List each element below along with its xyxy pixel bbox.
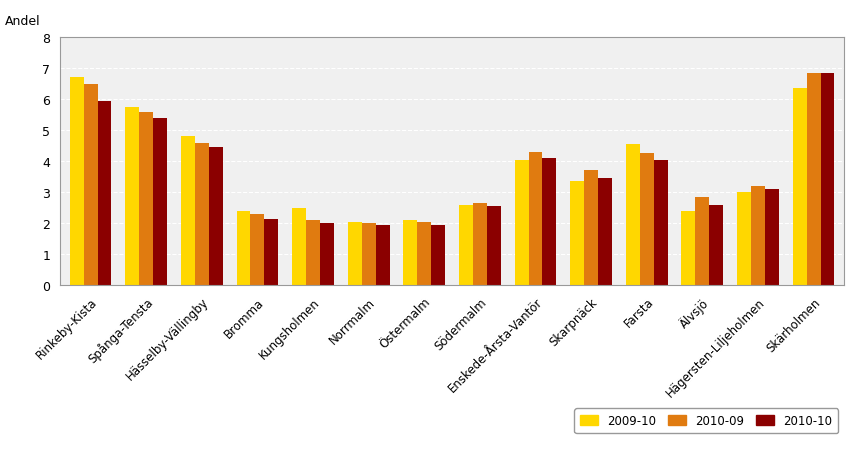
Bar	[264, 219, 279, 286]
Bar	[570, 182, 584, 286]
Bar	[681, 211, 695, 286]
Legend: 2009-10, 2010-09, 2010-10: 2009-10, 2010-09, 2010-10	[574, 408, 838, 433]
Bar	[84, 85, 98, 286]
Bar	[195, 143, 209, 286]
Bar	[751, 187, 765, 286]
Bar	[487, 207, 500, 286]
Bar	[542, 159, 556, 286]
Bar	[404, 221, 417, 286]
Bar	[515, 160, 529, 286]
Bar	[348, 222, 362, 286]
Bar	[459, 205, 473, 286]
Bar	[250, 214, 264, 286]
Bar	[584, 171, 598, 286]
Bar	[292, 208, 306, 286]
Bar	[125, 108, 139, 286]
Bar	[320, 224, 334, 286]
Bar	[362, 224, 375, 286]
Bar	[529, 152, 542, 286]
Bar	[626, 145, 640, 286]
Bar	[375, 225, 389, 286]
Bar	[431, 225, 445, 286]
Bar	[765, 190, 779, 286]
Bar	[153, 119, 167, 286]
Bar	[710, 205, 723, 286]
Bar	[640, 154, 654, 286]
Bar	[695, 198, 710, 286]
Text: Andel: Andel	[5, 15, 41, 28]
Bar	[417, 222, 431, 286]
Bar	[306, 221, 320, 286]
Bar	[181, 137, 195, 286]
Bar	[209, 148, 223, 286]
Bar	[237, 211, 250, 286]
Bar	[654, 160, 668, 286]
Bar	[598, 179, 612, 286]
Bar	[820, 74, 835, 286]
Bar	[806, 74, 820, 286]
Bar	[69, 78, 84, 286]
Bar	[793, 89, 806, 286]
Bar	[737, 193, 751, 286]
Bar	[98, 101, 111, 286]
Bar	[139, 112, 153, 286]
Bar	[473, 204, 487, 286]
